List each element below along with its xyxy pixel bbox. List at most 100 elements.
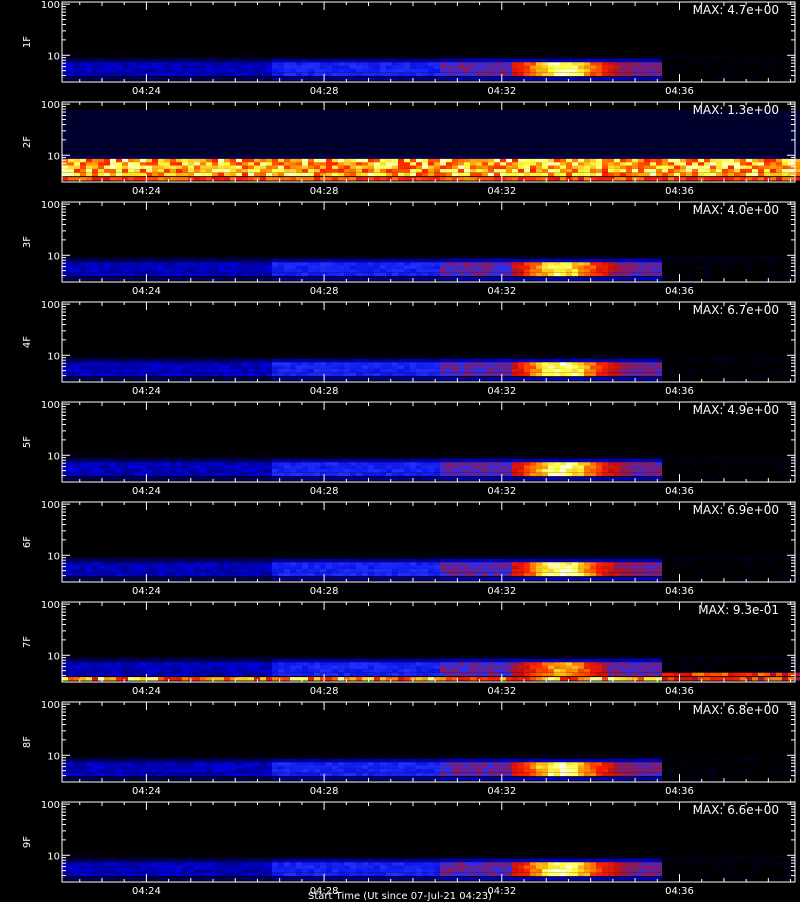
heat-cell [692,169,698,172]
heat-cell [572,173,578,176]
heat-cell [686,173,692,176]
heat-cell [194,69,200,72]
heat-cell [110,256,116,258]
heat-cell [476,473,482,476]
heat-cell [320,73,326,76]
heat-cell [434,262,440,265]
heat-cell [224,65,230,68]
heat-cell [170,256,176,258]
heat-cell [422,365,428,368]
heat-cell [530,77,536,80]
heat-cell [356,269,362,272]
heat-cell [614,165,620,168]
heat-cell [212,459,218,462]
heat-cell [164,369,170,372]
heat-cell [194,56,200,58]
heat-cell [350,169,356,172]
heat-cell [176,577,182,580]
heat-cell [230,369,236,372]
heat-cell [428,273,434,276]
heat-cell [668,73,674,76]
heat-cell [182,259,188,262]
heat-cell [416,169,422,172]
heat-cell [68,156,74,158]
heat-cell [176,277,182,280]
heat-cell [158,269,164,272]
heat-cell [350,365,356,368]
heat-cell [332,356,338,358]
heat-cell [368,556,374,558]
heat-cell [170,177,176,180]
heat-cell [464,273,470,276]
heat-cell [296,269,302,272]
heat-cell [80,159,86,162]
heat-cell [590,256,596,258]
heat-cell [116,56,122,58]
heat-cell [182,356,188,358]
heat-cell [758,159,764,162]
heat-cell [242,562,248,565]
heat-cell [182,573,188,576]
heat-cell [296,362,302,365]
heat-cell [596,277,602,280]
heat-cell [590,365,596,368]
heat-cell [290,159,296,162]
heat-cell [206,465,212,468]
heat-cell [422,373,428,376]
heat-cell [92,77,98,80]
heat-cell [128,573,134,576]
heat-cell [308,262,314,265]
heat-cell [326,277,332,280]
heat-cell [548,362,554,365]
heat-cell [518,265,524,268]
heat-cell [368,169,374,172]
heat-cell [584,110,590,156]
heat-cell [722,162,728,165]
heat-cell [332,473,338,476]
heat-cell [416,265,422,268]
heat-cell [638,459,644,462]
heat-cell [380,165,386,168]
heat-cell [386,73,392,76]
heat-cell [146,565,152,568]
heat-cell [416,465,422,468]
heat-cell [326,369,332,372]
heat-cell [632,369,638,372]
heat-cell [302,465,308,468]
heat-cell [272,373,278,376]
heat-cell [128,459,134,462]
heat-cell [608,456,614,458]
heat-cell [644,56,650,58]
heat-cell [650,459,656,462]
heat-cell [218,165,224,168]
heat-cell [356,565,362,568]
heat-cell [224,569,230,572]
heat-cell [686,259,692,262]
heat-cell [278,173,284,176]
heat-cell [170,262,176,265]
heat-cell [134,377,140,380]
heat-cell [524,56,530,58]
heat-cell [422,56,428,58]
heat-cell [302,265,308,268]
heat-cell [380,562,386,565]
heat-cell [320,56,326,58]
heat-cell [302,262,308,265]
heat-cell [416,173,422,176]
heat-cell [374,269,380,272]
heat-cell [404,265,410,268]
heat-cell [752,156,758,158]
heat-cell [512,362,518,365]
heat-cell [776,465,782,468]
heat-cell [704,56,710,58]
heat-cell [608,469,614,472]
heat-cell [386,369,392,372]
heat-cell [398,377,404,380]
heat-cell [506,477,512,480]
heat-cell [326,469,332,472]
heat-cell [104,462,110,465]
heat-cell [92,110,98,156]
heat-cell [518,356,524,358]
heat-cell [578,462,584,465]
heat-cell [302,269,308,272]
